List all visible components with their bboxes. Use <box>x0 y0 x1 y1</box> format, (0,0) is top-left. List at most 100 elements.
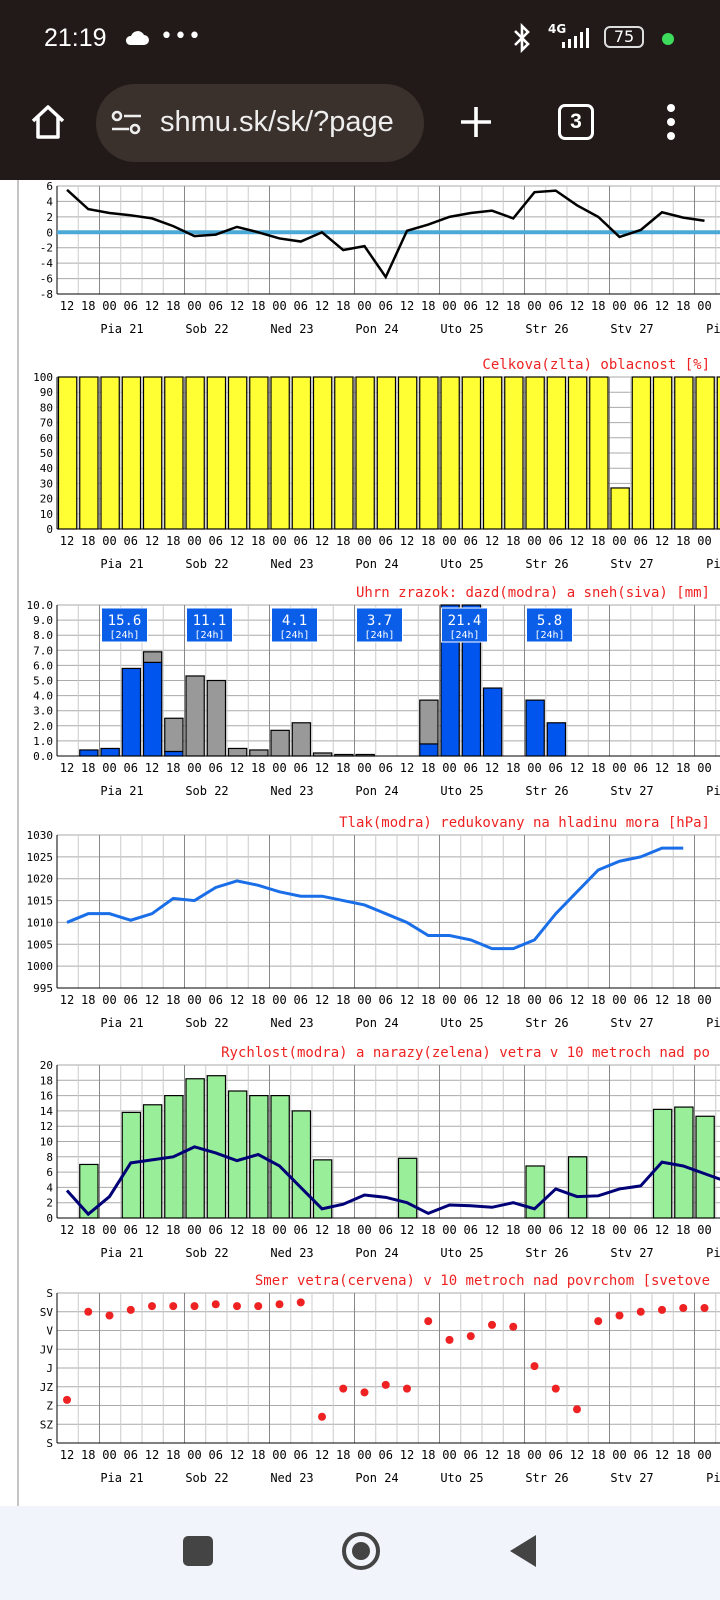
home-icon[interactable] <box>28 102 68 142</box>
wind-direction-dot <box>126 1305 135 1314</box>
site-settings-icon[interactable] <box>110 108 144 138</box>
wind-direction-dot <box>636 1307 645 1316</box>
hour-tick-label: 00 <box>102 1223 116 1237</box>
hour-tick-label: 12 <box>315 1448 329 1462</box>
tab-switcher-button[interactable]: 3 <box>558 104 594 140</box>
y-tick-label: 1020 <box>27 873 54 886</box>
hour-tick-label: 18 <box>591 1223 605 1237</box>
day-label: Pia 21 <box>100 1471 143 1485</box>
hour-tick-label: 18 <box>421 534 435 548</box>
y-tick-label: 1015 <box>27 895 54 908</box>
day-label: Pon 24 <box>355 557 398 571</box>
hour-tick-label: 06 <box>379 534 393 548</box>
back-icon[interactable] <box>506 1532 540 1570</box>
y-tick-label: S <box>46 1437 53 1450</box>
hour-tick-label: 12 <box>315 993 329 1007</box>
wind-direction-dot <box>84 1307 93 1316</box>
hour-tick-label: 18 <box>336 299 350 313</box>
hour-tick-label: 18 <box>251 993 265 1007</box>
hour-tick-label: 12 <box>485 993 499 1007</box>
cloud-bar <box>57 376 78 530</box>
hour-tick-label: 00 <box>612 761 626 775</box>
daily-total-period: [24h] <box>364 630 394 641</box>
cloud-bar <box>270 376 290 530</box>
url-text[interactable]: shmu.sk/sk/?page <box>160 106 394 138</box>
hour-tick-label: 06 <box>464 993 478 1007</box>
hour-tick-label: 06 <box>124 534 138 548</box>
hour-tick-label: 12 <box>230 761 244 775</box>
daily-total-period: [24h] <box>449 630 479 641</box>
y-tick-label: 6.0 <box>33 659 53 672</box>
hour-tick-label: 12 <box>145 761 159 775</box>
hour-tick-label: 06 <box>294 1223 308 1237</box>
hour-tick-label: 18 <box>591 299 605 313</box>
web-content[interactable]: 6 4 2 0 -2 -4 -6 -8 12 18 00 06 12 18 00 06 12 18 00 06 12 18… <box>0 180 720 1506</box>
hour-tick-label: 18 <box>166 993 180 1007</box>
cloud-bar <box>482 376 503 530</box>
hour-tick-label: 18 <box>81 299 95 313</box>
y-tick-label: 14 <box>40 1105 54 1118</box>
hour-tick-label: 00 <box>272 534 286 548</box>
hour-tick-label: 12 <box>485 1448 499 1462</box>
hour-tick-label: 06 <box>124 993 138 1007</box>
y-tick-label: 6 <box>46 1166 53 1179</box>
hour-tick-label: 12 <box>655 299 669 313</box>
hour-tick-label: 12 <box>570 1223 584 1237</box>
snow-bar <box>185 675 205 757</box>
hour-tick-label: 18 <box>506 1223 520 1237</box>
hour-tick-label: 12 <box>570 299 584 313</box>
hour-tick-label: 12 <box>655 1223 669 1237</box>
hour-tick-label: 00 <box>442 1223 456 1237</box>
home-nav-icon[interactable] <box>340 1530 382 1572</box>
hour-tick-label: 12 <box>400 534 414 548</box>
hour-tick-label: 06 <box>379 993 393 1007</box>
hour-tick-label: 18 <box>81 993 95 1007</box>
y-tick-label: 80 <box>40 401 53 414</box>
chart-title: Rychlost(modra) a narazy(zelena) vetra v… <box>221 1045 710 1061</box>
hour-tick-label: 00 <box>357 761 371 775</box>
cloud-bar <box>249 376 269 530</box>
wind-direction-dot <box>148 1302 156 1311</box>
hour-tick-label: 00 <box>612 1223 626 1237</box>
wind-direction-dot <box>551 1384 560 1393</box>
cloud-bar <box>567 376 588 530</box>
gust-bar <box>695 1115 715 1219</box>
day-label: Pia <box>706 784 720 798</box>
daily-total-period: [24h] <box>109 630 139 641</box>
y-tick-label: 30 <box>40 477 53 490</box>
hour-tick-label: 12 <box>315 761 329 775</box>
day-label: Sob 22 <box>185 1471 228 1485</box>
recents-icon[interactable] <box>183 1536 213 1566</box>
daily-total-box <box>186 607 233 643</box>
y-tick-label: 10 <box>40 508 53 521</box>
y-tick-label: 10 <box>40 1136 53 1149</box>
day-label: Stv 27 <box>610 1016 653 1030</box>
cloud-bar <box>291 376 312 530</box>
hour-tick-label: 06 <box>549 1223 563 1237</box>
hour-tick-label: 12 <box>315 534 329 548</box>
daily-total-box <box>271 607 318 643</box>
wind-direction-dot <box>466 1332 475 1341</box>
snow-bar <box>142 651 163 663</box>
hour-tick-label: 00 <box>527 1448 541 1462</box>
address-bar[interactable]: shmu.sk/sk/?page <box>96 84 424 162</box>
hour-tick-label: 00 <box>357 1448 371 1462</box>
rain-bar <box>142 661 163 757</box>
y-tick-label: 12 <box>40 1120 53 1133</box>
gust-bar <box>270 1094 290 1219</box>
rain-bar <box>440 604 460 757</box>
menu-icon[interactable] <box>664 102 678 142</box>
hour-tick-label: 18 <box>506 534 520 548</box>
wind-direction-dot <box>403 1384 411 1393</box>
new-tab-icon[interactable] <box>458 104 494 140</box>
hour-tick-label: 18 <box>81 1223 95 1237</box>
daily-total-period: [24h] <box>279 630 309 641</box>
hour-tick-label: 18 <box>251 534 265 548</box>
y-tick-label: 1030 <box>27 829 54 842</box>
hour-tick-label: 12 <box>145 993 159 1007</box>
hour-tick-label: 00 <box>272 1448 286 1462</box>
hour-tick-label: 12 <box>400 1448 414 1462</box>
hour-tick-label: 18 <box>251 299 265 313</box>
hour-tick-label: 12 <box>60 993 74 1007</box>
y-tick-label: 4 <box>46 195 53 208</box>
